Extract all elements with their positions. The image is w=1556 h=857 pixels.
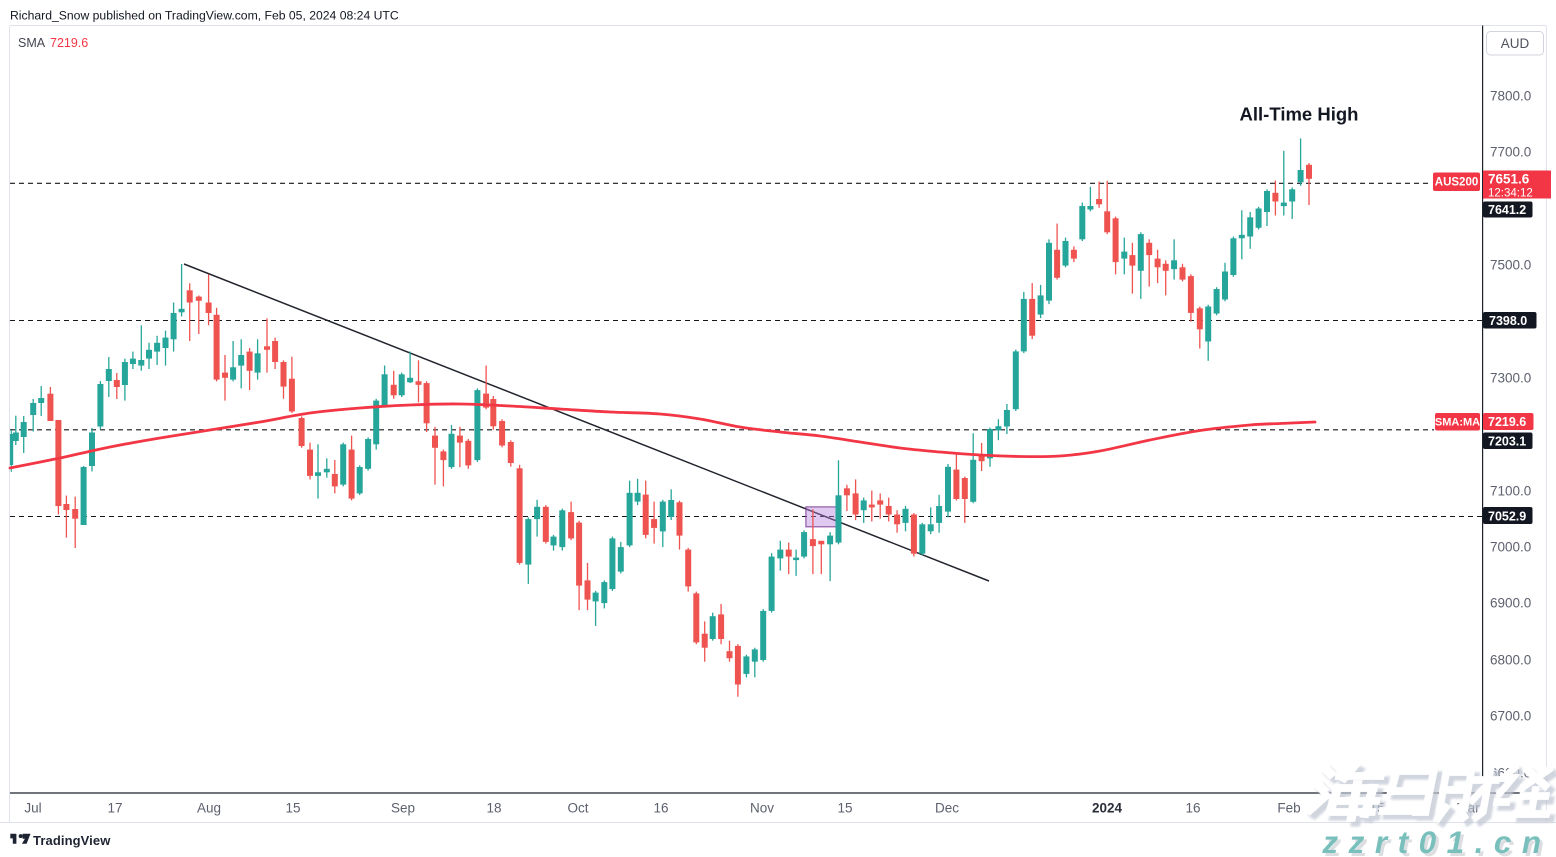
svg-text:zzrt01.cn: zzrt01.cn xyxy=(1324,827,1554,857)
svg-text:7000.0: 7000.0 xyxy=(1490,540,1531,555)
svg-text:6700.0: 6700.0 xyxy=(1490,709,1531,724)
svg-text:AUS200: AUS200 xyxy=(1435,177,1478,189)
svg-text:16: 16 xyxy=(653,801,668,816)
svg-text:Nov: Nov xyxy=(750,801,774,816)
svg-text:17: 17 xyxy=(107,801,122,816)
svg-text:zzrt01.cn: zzrt01.cn xyxy=(1321,824,1551,857)
svg-text:6800.0: 6800.0 xyxy=(1490,653,1531,668)
svg-text:7800.0: 7800.0 xyxy=(1490,89,1531,104)
svg-text:7219.6: 7219.6 xyxy=(1488,415,1526,429)
svg-text:15: 15 xyxy=(285,801,300,816)
svg-text:7100.0: 7100.0 xyxy=(1490,484,1531,499)
svg-text:7219.6: 7219.6 xyxy=(50,36,88,50)
svg-text:TradingView: TradingView xyxy=(33,833,111,848)
svg-text:All-Time High: All-Time High xyxy=(1240,104,1359,125)
svg-text:7300.0: 7300.0 xyxy=(1490,371,1531,386)
svg-text:2024: 2024 xyxy=(1092,801,1123,816)
svg-text:7700.0: 7700.0 xyxy=(1490,145,1531,160)
svg-text:Richard_Snow published on Trad: Richard_Snow published on TradingView.co… xyxy=(10,9,399,23)
svg-text:7203.1: 7203.1 xyxy=(1488,435,1526,449)
svg-text:Feb: Feb xyxy=(1277,801,1300,816)
svg-text:7052.9: 7052.9 xyxy=(1488,510,1526,524)
svg-text:18: 18 xyxy=(486,801,501,816)
svg-text:AUD: AUD xyxy=(1501,36,1530,51)
svg-text:16: 16 xyxy=(1185,801,1200,816)
svg-text:7500.0: 7500.0 xyxy=(1490,258,1531,273)
svg-text:7651.6: 7651.6 xyxy=(1488,172,1530,187)
svg-text:Sep: Sep xyxy=(391,801,415,816)
svg-text:Aug: Aug xyxy=(197,801,221,816)
svg-text:Oct: Oct xyxy=(567,801,588,816)
svg-text:Jul: Jul xyxy=(24,801,41,816)
svg-text:SMA:MA: SMA:MA xyxy=(1435,417,1480,429)
svg-text:6900.0: 6900.0 xyxy=(1490,596,1531,611)
svg-text:12:34:12: 12:34:12 xyxy=(1488,188,1533,200)
svg-text:7398.0: 7398.0 xyxy=(1489,314,1527,328)
svg-text:SMA: SMA xyxy=(18,36,46,50)
svg-text:Dec: Dec xyxy=(935,801,959,816)
svg-text:15: 15 xyxy=(837,801,852,816)
svg-text:7641.2: 7641.2 xyxy=(1488,203,1526,217)
